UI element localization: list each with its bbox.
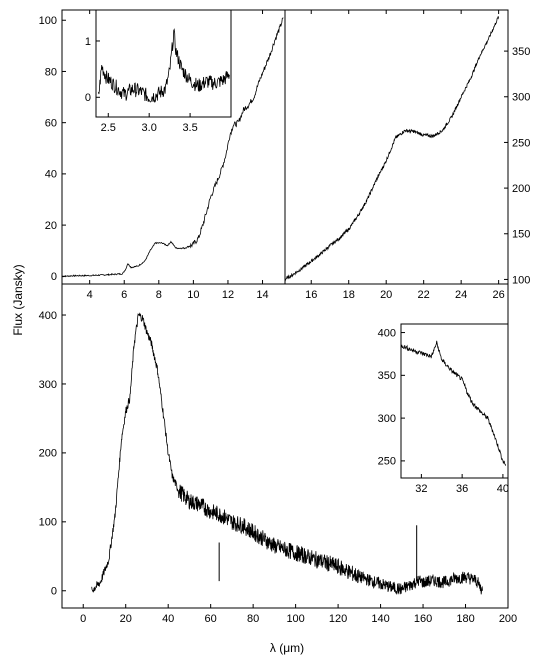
bi-xtick-label: 36 (456, 483, 468, 495)
tr-ytick-label: 150 (512, 229, 530, 241)
tl-xtick-label: 12 (222, 289, 234, 301)
tr-xtick-label: 22 (418, 289, 430, 301)
b-ytick-label: 100 (39, 517, 57, 529)
tli-xtick-label: 3.5 (182, 122, 197, 134)
tl-xtick-label: 4 (87, 289, 93, 301)
b-xtick-label: 120 (329, 613, 347, 625)
tr-xtick-label: 18 (343, 289, 355, 301)
tr-xtick-label: 24 (455, 289, 467, 301)
tl-ytick-label: 100 (39, 15, 57, 27)
tli-xtick-label: 3.0 (142, 122, 157, 134)
tl-ytick-label: 80 (45, 66, 57, 78)
b-ytick-label: 400 (39, 310, 57, 322)
tl-xtick-label: 14 (256, 289, 268, 301)
tl-ytick-label: 60 (45, 118, 57, 130)
bi-ytick-label: 350 (378, 370, 396, 382)
tr-series-line (284, 16, 499, 282)
top-left-inset: 2.5 3.0 3.5 0 1 (85, 9, 232, 134)
tli-series-line (98, 28, 230, 104)
bi-xtick-label: 32 (415, 483, 427, 495)
b-ytick-label: 200 (39, 448, 57, 460)
b-xtick-label: 160 (414, 613, 432, 625)
top-right-panel: 16 18 20 22 24 26 100 150 200 250 300 350 (284, 9, 530, 301)
tr-ytick-label: 250 (512, 137, 530, 149)
tl-xtick-label: 8 (156, 289, 162, 301)
tl-xtick-label: 6 (121, 289, 127, 301)
tr-ytick-label: 300 (512, 92, 530, 104)
bi-ytick-label: 400 (378, 327, 396, 339)
tli-ytick-label: 1 (85, 36, 91, 48)
y-axis-label: Flux (Jansky) (11, 264, 25, 335)
tr-xtick-label: 16 (305, 289, 317, 301)
bi-ytick-label: 300 (378, 413, 396, 425)
bottom-inset: 32 36 40 250 300 350 400 (378, 323, 509, 495)
b-xtick-label: 80 (247, 613, 259, 625)
b-xtick-label: 40 (162, 613, 174, 625)
bi-xtick-label: 40 (497, 483, 509, 495)
tl-ytick-label: 40 (45, 169, 57, 181)
tl-ytick-label: 0 (51, 271, 57, 283)
b-xtick-label: 0 (80, 613, 86, 625)
b-ytick-label: 300 (39, 379, 57, 391)
tli-frame (95, 9, 232, 118)
b-xtick-label: 140 (371, 613, 389, 625)
b-ytick-label: 0 (51, 586, 57, 598)
b-xtick-label: 100 (286, 613, 304, 625)
bi-frame (400, 323, 509, 479)
b-xtick-label: 20 (120, 613, 132, 625)
tl-series-line (61, 17, 284, 278)
bi-ytick-label: 250 (378, 456, 396, 468)
tli-ytick-label: 0 (85, 92, 91, 104)
b-xtick-label: 200 (499, 613, 517, 625)
tl-xtick-label: 10 (187, 289, 199, 301)
tr-xtick-label: 26 (493, 289, 505, 301)
b-xtick-label: 180 (456, 613, 474, 625)
x-axis-label: λ (μm) (270, 641, 304, 655)
tl-ytick-label: 20 (45, 220, 57, 232)
b-xtick-label: 60 (205, 613, 217, 625)
tr-xtick-label: 20 (380, 289, 392, 301)
tr-frame (284, 9, 509, 285)
tli-xtick-label: 2.5 (101, 122, 116, 134)
tr-ytick-label: 350 (512, 46, 530, 58)
bi-series-line (400, 340, 506, 466)
tr-ytick-label: 200 (512, 183, 530, 195)
tr-ytick-label: 100 (512, 274, 530, 286)
